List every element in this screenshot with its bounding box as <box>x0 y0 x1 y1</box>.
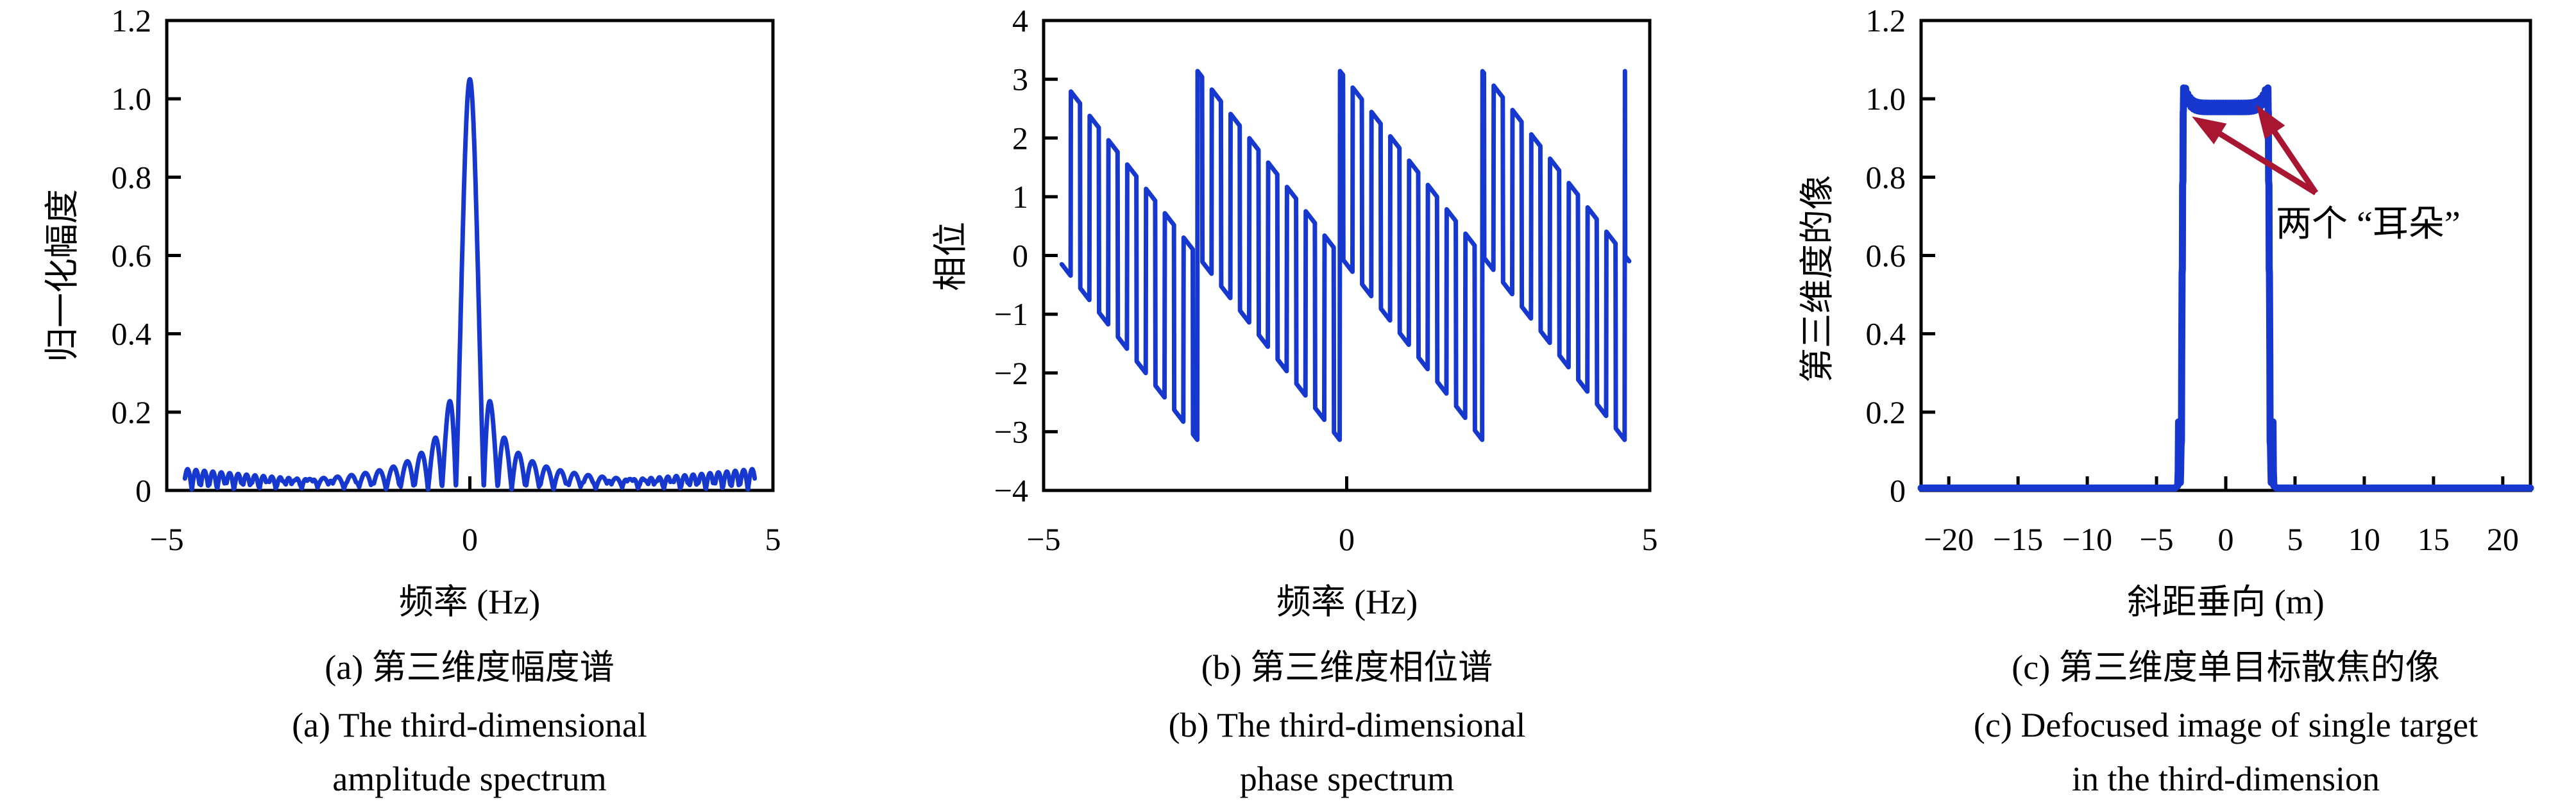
x-tick-label: 0 <box>2218 521 2234 557</box>
panel-b-caption-zh: (b) 第三维度相位谱 <box>1201 648 1493 687</box>
ears-annotation-label: 两个 “耳朵” <box>2276 205 2461 244</box>
y-tick-label: −3 <box>994 414 1028 449</box>
y-tick-label: 0.2 <box>1866 394 1906 430</box>
ear-arrow-head-2 <box>2256 104 2285 140</box>
x-tick-label: 0 <box>1339 521 1355 557</box>
panel-c-caption-en1: (c) Defocused image of single target <box>1973 706 2479 744</box>
x-tick-label: −20 <box>1924 521 1974 557</box>
x-tick-label: 5 <box>765 521 781 557</box>
x-tick-label: −5 <box>2139 521 2173 557</box>
y-tick-label: 1.0 <box>112 81 152 117</box>
y-tick-label: 1 <box>1012 179 1028 215</box>
y-tick-label: −1 <box>994 296 1028 332</box>
panel-c-caption-zh: (c) 第三维度单目标散焦的像 <box>2012 648 2440 687</box>
x-tick-label: −5 <box>149 521 183 557</box>
y-tick-label: 0.8 <box>1866 159 1906 195</box>
y-tick-label: 0.4 <box>112 316 152 352</box>
panel-a-curve <box>182 77 758 492</box>
panel-a-caption-zh: (a) 第三维度幅度谱 <box>325 648 614 687</box>
x-tick-label: 15 <box>2418 521 2450 557</box>
x-tick-label: −10 <box>2062 521 2112 557</box>
panel-a-ylabel: 归一化幅度 <box>42 189 81 362</box>
panel-b-ylabel: 相位 <box>931 222 970 291</box>
panel-c-caption-en2: in the third-dimension <box>2072 760 2380 798</box>
panel-b-caption-en1: (b) The third-dimensional <box>1168 706 1526 744</box>
panel-b-xlabel: 频率 (Hz) <box>1276 583 1418 621</box>
y-tick-label: 1.0 <box>1866 81 1906 117</box>
panel-c-ylabel: 第三维度的像 <box>1797 175 1836 383</box>
panel-a-caption-en2: amplitude spectrum <box>332 760 607 798</box>
panel-c-xlabel: 斜距垂向 (m) <box>2127 583 2325 621</box>
x-tick-label: −5 <box>1026 521 1060 557</box>
ear-arrow-shaft-1 <box>2215 129 2318 196</box>
x-tick-label: 10 <box>2348 521 2380 557</box>
panel-a-xlabel: 频率 (Hz) <box>398 583 541 621</box>
y-tick-label: −2 <box>994 355 1028 391</box>
panel-c-frame <box>1919 19 2532 492</box>
y-tick-label: 4 <box>1012 3 1028 38</box>
y-tick-label: 1.2 <box>112 3 152 38</box>
panel-b-curve <box>1059 69 1632 442</box>
y-tick-label: 2 <box>1012 120 1028 156</box>
y-tick-label: 3 <box>1012 62 1028 97</box>
panel-b-caption-en2: phase spectrum <box>1239 760 1455 798</box>
y-tick-label: 0.4 <box>1866 316 1906 352</box>
y-tick-label: −4 <box>994 472 1028 508</box>
y-tick-label: 0.8 <box>112 159 152 195</box>
panel-c-curve <box>1917 84 2534 492</box>
x-tick-label: 5 <box>1642 521 1658 557</box>
ear-arrow-shaft-2 <box>2270 127 2319 195</box>
ear-arrow-head-1 <box>2192 116 2227 145</box>
y-tick-label: 0.6 <box>1866 238 1906 274</box>
y-tick-label: 1.2 <box>1866 3 1906 38</box>
x-tick-label: 20 <box>2487 521 2519 557</box>
y-tick-label: 0.2 <box>112 394 152 430</box>
panel-a-caption-en1: (a) The third-dimensional <box>292 706 647 744</box>
x-tick-label: −15 <box>1993 521 2043 557</box>
x-tick-label: 5 <box>2287 521 2303 557</box>
y-tick-label: 0 <box>135 472 151 508</box>
y-tick-label: 0.6 <box>112 238 152 274</box>
y-tick-label: 0 <box>1012 238 1028 274</box>
x-tick-label: 0 <box>462 521 478 557</box>
y-tick-label: 0 <box>1890 472 1906 508</box>
